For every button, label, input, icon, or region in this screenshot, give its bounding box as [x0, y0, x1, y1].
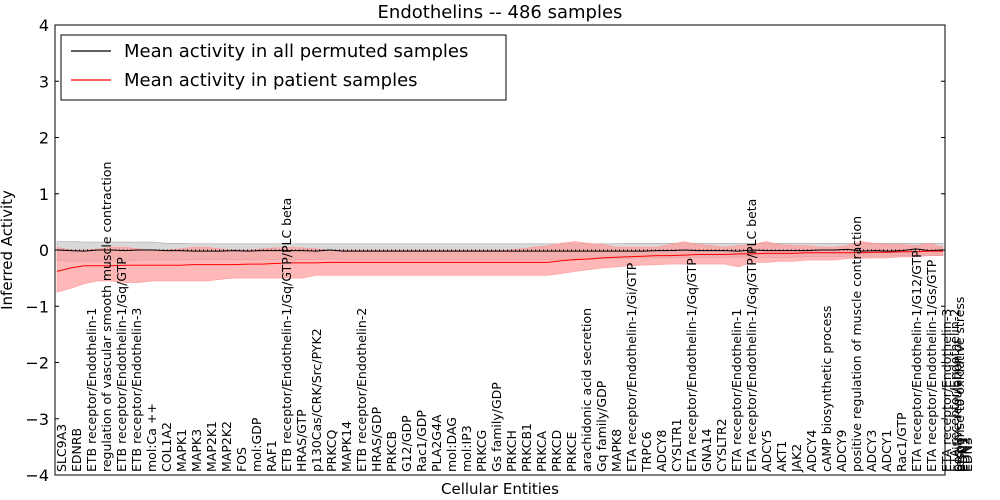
x-tick-label: HRAS/GTP	[294, 409, 309, 472]
x-tick-labels: SLC9A3 EDNRB ETB receptor/Endothelin-1 regu…	[54, 162, 975, 473]
x-tick-label: ADCY4	[804, 430, 819, 472]
x-tick-label: ADCY8	[654, 430, 669, 472]
x-tick-label: PRKCB	[384, 431, 399, 472]
y-tick-label: −2	[25, 354, 49, 373]
x-tick-label: cAMP biosynthetic process	[819, 306, 834, 472]
legend-box	[60, 34, 507, 101]
x-tick-label: PLA2G4A	[429, 414, 444, 472]
x-tick-label: PRKCG	[474, 430, 489, 472]
line-patient	[56, 250, 943, 272]
x-tick-label: ETB receptor/Endothelin-1/Gq/GTP	[114, 257, 129, 472]
x-tick-label: CYSLTR2	[714, 418, 729, 472]
x-tick-label: EDN2	[957, 437, 972, 472]
chart-title: Endothelins -- 486 samples	[378, 2, 623, 23]
x-tick-label: FOS	[234, 447, 249, 472]
y-tick-label: 1	[39, 185, 49, 204]
x-tick-label: Gq family/GDP	[594, 380, 609, 472]
x-tick-label: TRPC6	[639, 431, 654, 473]
x-tick-label: ETB receptor/Endothelin-2	[354, 308, 369, 472]
x-tick-label: ETA receptor/Endothelin-1	[729, 309, 744, 472]
x-tick-label: ETA receptor/Endothelin-1/Gs/GTP	[924, 259, 939, 472]
x-tick-label: ETA receptor/Endothelin-1/G12/GTP	[909, 250, 924, 472]
y-axis-label: Inferred Activity	[0, 190, 16, 310]
x-tick-label: arachidonic acid secretion	[579, 308, 594, 472]
x-tick-label: PRKCD	[549, 430, 564, 472]
x-tick-label: mol:IP3	[459, 425, 474, 472]
x-tick-label: ETA receptor/Endothelin-3	[939, 309, 954, 472]
x-tick-label: Gs family/GDP	[489, 382, 504, 472]
x-tick-label: MAPK14	[339, 421, 354, 472]
x-tick-label: response to oxidative stress	[952, 297, 967, 472]
x-tick-label: COL1A2	[159, 422, 174, 472]
x-tick-label: p130Cas/CRK/Src/PYK2	[309, 328, 324, 472]
x-tick-label: ADCY5	[759, 430, 774, 472]
x-tick-label: PRKCH	[504, 430, 519, 472]
y-tick-label: −3	[25, 410, 49, 429]
x-tick-label: ETB receptor/Endothelin-1/Gq/GTP/PLC bet…	[279, 198, 294, 472]
x-tick-label: PRKCQ	[324, 430, 339, 472]
x-tick-label: CYSLTR1	[669, 418, 684, 472]
x-tick-label: positive regulation of muscle contractio…	[849, 216, 864, 472]
x-tick-label: regulation of vascular smooth muscle con…	[99, 162, 114, 472]
x-tick-label: mol:GDP	[249, 417, 264, 472]
y-tick-label: 3	[39, 72, 49, 91]
x-tick-label: ETB receptor/Endothelin-1	[84, 308, 99, 472]
x-tick-label: ETA receptor/Endothelin-2	[947, 309, 962, 472]
y-tick-label: 2	[39, 129, 49, 148]
x-tick-label: SLC9A3	[54, 424, 69, 472]
x-tick-label: ADCY3	[864, 430, 879, 472]
x-tick-label: ADCY1	[879, 430, 894, 472]
x-axis-label: Cellular Entities	[441, 480, 559, 498]
legend-label-patient: Mean activity in patient samples	[124, 70, 418, 91]
x-tick-label: MAPK3	[189, 429, 204, 472]
x-tick-label: ADCY9	[834, 430, 849, 472]
x-tick-label: Rac1/GDP	[414, 410, 429, 472]
x-tick-label: ETB receptor/Endothelin-3	[129, 308, 144, 472]
legend: Mean activity in all permuted samples Me…	[60, 34, 507, 101]
x-tick-label: HRAS/GDP	[369, 406, 384, 472]
x-tick-label: ETA receptor/Endothelin-1/Gi/GTP	[624, 262, 639, 472]
y-tick-label: 4	[39, 16, 49, 35]
x-tick-label: EDN1	[955, 437, 970, 472]
line-permuted	[56, 248, 944, 252]
x-tick-label: MAP2K1	[204, 421, 219, 472]
x-tick-label: MAPK8	[609, 429, 624, 472]
x-tick-label: mol:DAG	[444, 417, 459, 472]
y-tick-label: −4	[25, 466, 49, 485]
x-tick-label: GNA14	[699, 428, 714, 472]
plot-frame	[54, 24, 946, 476]
x-tick-label: PRKCA	[534, 431, 549, 472]
y-axis-ticks: −4 −3 −2 −1 0 1 2 3 4	[25, 16, 945, 485]
x-tick-label: ETA receptor/Endothelin-1/Gq/GTP	[684, 258, 699, 472]
x-tick-label: mol:Ca ++	[144, 403, 159, 472]
x-tick-label: MAPK1	[174, 429, 189, 472]
x-tick-label: ETA receptor/Endothelin-1/Gq/GTP/PLC bet…	[744, 199, 759, 472]
y-tick-label: 0	[39, 241, 49, 260]
x-tick-label: EDN3	[960, 437, 975, 472]
x-tick-label: RAF1	[264, 440, 279, 472]
series-lines	[56, 248, 944, 272]
x-tick-label: G12/GDP	[399, 415, 414, 472]
x-tick-label: MAP2K2	[219, 421, 234, 472]
x-tick-label: positive regulation of	[950, 339, 965, 472]
x-tick-label: EDNRB	[69, 428, 84, 472]
x-tick-label: PRKCE	[564, 432, 579, 472]
x-tick-label: PRKCB1	[519, 423, 534, 472]
x-tick-label: AKT1	[774, 441, 789, 472]
x-tick-label: Rac1/GTP	[894, 412, 909, 472]
legend-label-permuted: Mean activity in all permuted samples	[124, 41, 468, 62]
x-tick-label: JAK2	[789, 444, 804, 473]
confidence-bands	[56, 241, 944, 293]
y-tick-label: −1	[25, 297, 49, 316]
